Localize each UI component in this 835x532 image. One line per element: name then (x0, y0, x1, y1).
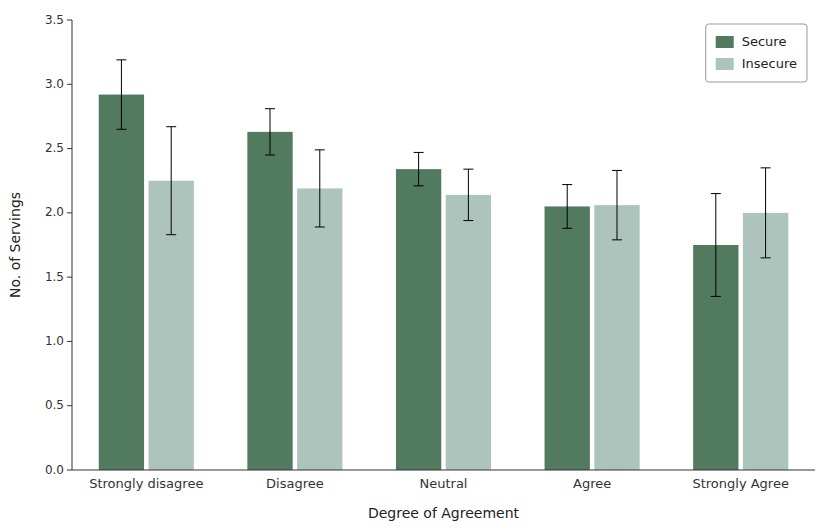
y-tick-label: 2.5 (45, 141, 64, 155)
y-tick-label: 1.5 (45, 270, 64, 284)
y-tick-label: 0.5 (45, 398, 64, 412)
error-bar (761, 168, 771, 258)
y-tick-label: 3.5 (45, 13, 64, 27)
y-tick-label: 3.0 (45, 77, 64, 91)
y-axis-label: No. of Servings (7, 192, 23, 298)
legend: Secure Insecure (706, 24, 807, 82)
error-bar (315, 150, 325, 227)
x-tick-label: Neutral (420, 476, 468, 491)
bar (594, 205, 639, 470)
bar (545, 206, 590, 470)
error-cap (265, 108, 275, 109)
x-axis-line (72, 470, 815, 471)
y-tick-label: 2.0 (45, 205, 64, 219)
error-cap (612, 170, 622, 171)
error-cap (711, 296, 721, 297)
legend-swatch (716, 36, 734, 48)
error-stem (567, 185, 568, 229)
error-cap (414, 152, 424, 153)
error-cap (711, 193, 721, 194)
y-tick (67, 20, 72, 21)
y-tick (67, 405, 72, 406)
error-stem (418, 152, 419, 185)
x-axis-label: Degree of Agreement (368, 505, 520, 521)
y-tick-label: 0.0 (45, 463, 64, 477)
error-stem (121, 60, 122, 129)
x-tick-label: Strongly disagree (89, 476, 203, 491)
legend-label: Secure (742, 34, 787, 49)
legend-label: Insecure (742, 56, 797, 71)
error-cap (414, 185, 424, 186)
bar (396, 169, 441, 470)
error-cap (116, 59, 126, 60)
page: {"chart_data": {"type": "bar", "xlabel":… (0, 0, 835, 532)
error-stem (765, 168, 766, 258)
bar (297, 188, 342, 470)
y-axis-line (72, 20, 73, 470)
chart-container: 0.0 0.5 1.0 1.5 2.0 2.5 3.0 3.5 Strongly disagre… (0, 0, 835, 532)
y-tick (67, 84, 72, 85)
y-tick (67, 277, 72, 278)
error-bar (116, 60, 126, 129)
error-cap (315, 227, 325, 228)
bar (446, 195, 491, 470)
error-cap (761, 257, 771, 258)
chart-svg: 0.0 0.5 1.0 1.5 2.0 2.5 3.0 3.5 Strongly disagre… (0, 0, 835, 532)
error-cap (315, 149, 325, 150)
error-cap (463, 169, 473, 170)
error-bar (711, 194, 721, 297)
error-bar (562, 185, 572, 229)
y-tick (67, 341, 72, 342)
error-cap (761, 167, 771, 168)
error-stem (270, 109, 271, 155)
error-cap (562, 184, 572, 185)
x-tick-label: Disagree (266, 476, 324, 491)
legend-swatch (716, 58, 734, 70)
error-bar (463, 169, 473, 220)
bar (99, 95, 144, 470)
error-stem (171, 127, 172, 235)
error-cap (463, 220, 473, 221)
error-bar (265, 109, 275, 155)
error-bar (612, 170, 622, 239)
error-cap (562, 228, 572, 229)
error-cap (166, 234, 176, 235)
marks (99, 60, 789, 470)
error-cap (166, 126, 176, 127)
bar (247, 132, 292, 470)
error-cap (116, 129, 126, 130)
error-bar (414, 152, 424, 185)
y-tick-label: 1.0 (45, 334, 64, 348)
legend-frame (706, 24, 807, 82)
error-stem (319, 150, 320, 227)
x-tick-label: Agree (573, 476, 611, 491)
error-cap (612, 239, 622, 240)
x-tick-label: Strongly Agree (692, 476, 789, 491)
y-tick (67, 470, 72, 471)
error-stem (468, 169, 469, 220)
error-cap (265, 155, 275, 156)
y-tick (67, 212, 72, 213)
y-tick (67, 148, 72, 149)
error-stem (715, 194, 716, 297)
error-stem (616, 170, 617, 239)
error-bar (166, 127, 176, 235)
